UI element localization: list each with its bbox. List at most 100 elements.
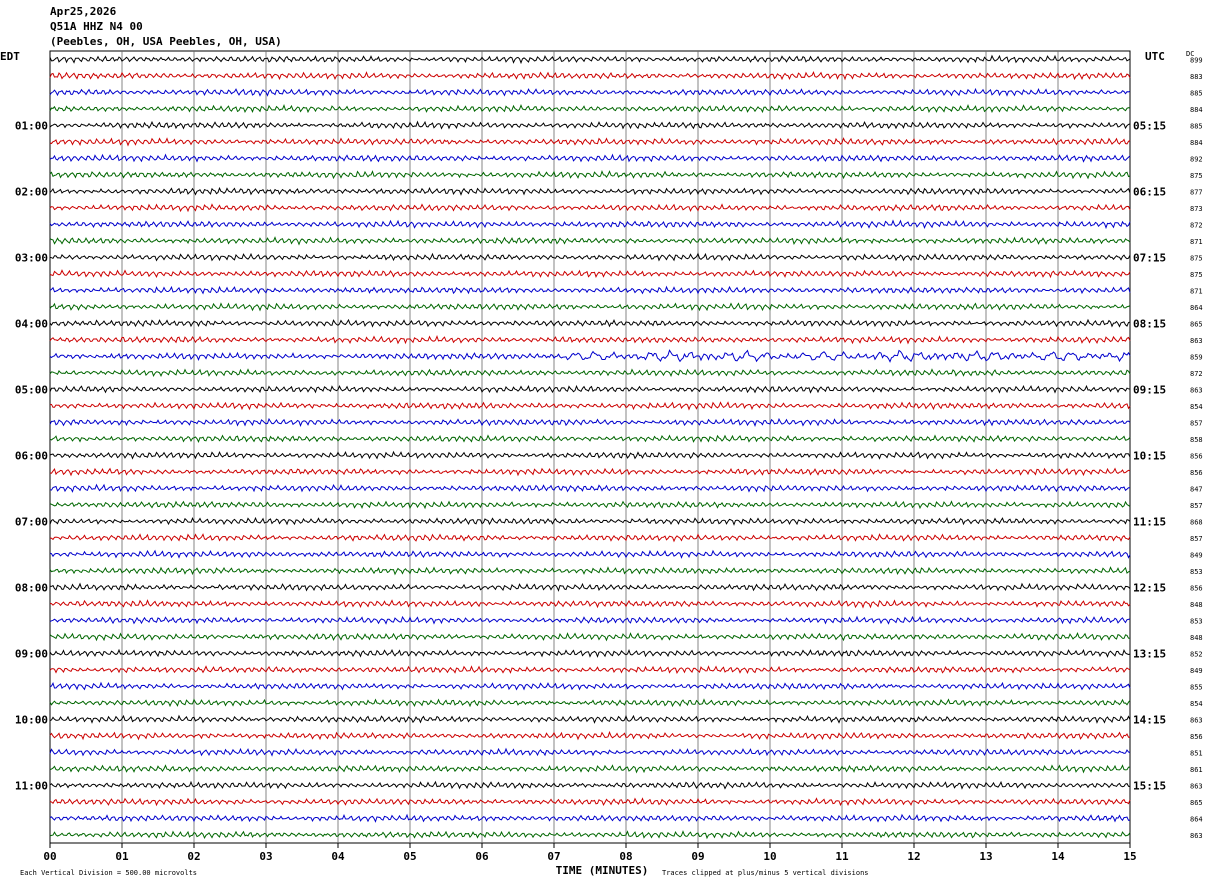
dc-value: 848	[1190, 634, 1203, 642]
dc-value: 871	[1190, 238, 1203, 246]
dc-value: 857	[1190, 535, 1203, 543]
dc-value: 854	[1190, 403, 1203, 411]
seismic-trace	[49, 70, 1131, 81]
dc-value: 848	[1190, 601, 1203, 609]
dc-value: 885	[1190, 122, 1203, 130]
seismic-trace	[49, 334, 1131, 345]
seismic-trace	[49, 252, 1131, 262]
left-hour-label: 11:00	[15, 779, 48, 792]
dc-header: DC	[1186, 50, 1194, 58]
left-hour-label: 03:00	[15, 251, 48, 264]
right-hour-label: 05:15	[1133, 119, 1166, 132]
seismic-trace	[49, 401, 1131, 411]
x-tick-label: 03	[259, 850, 272, 863]
right-hour-label: 07:15	[1133, 251, 1166, 264]
seismic-trace	[49, 384, 1131, 394]
x-tick-label: 05	[403, 850, 416, 863]
x-axis-title: TIME (MINUTES)	[556, 864, 649, 877]
right-hour-label: 10:15	[1133, 449, 1166, 462]
dc-value: 858	[1190, 436, 1203, 444]
seismic-trace	[49, 549, 1131, 559]
x-tick-label: 12	[907, 850, 920, 863]
left-timezone-label: EDT	[0, 50, 20, 63]
seismic-trace	[49, 137, 1131, 147]
dc-value: 864	[1190, 304, 1203, 312]
seismic-trace	[49, 632, 1131, 642]
seismic-trace	[49, 714, 1131, 724]
dc-value: 857	[1190, 502, 1203, 510]
dc-value: 885	[1190, 89, 1203, 97]
dc-value: 863	[1190, 782, 1203, 790]
left-hour-label: 06:00	[15, 449, 48, 462]
dc-value: 871	[1190, 287, 1203, 295]
dc-value: 856	[1190, 733, 1203, 741]
seismic-trace	[49, 730, 1130, 741]
dc-value: 847	[1190, 485, 1203, 493]
dc-value: 853	[1190, 568, 1203, 576]
left-hour-label: 04:00	[15, 317, 48, 330]
dc-value: 856	[1190, 469, 1203, 477]
right-hour-label: 13:15	[1133, 647, 1166, 660]
seismic-traces	[49, 54, 1131, 840]
x-tick-label: 01	[115, 850, 129, 863]
seismic-trace	[49, 269, 1131, 279]
dc-value: 875	[1190, 271, 1203, 279]
right-hour-label: 15:15	[1133, 779, 1166, 792]
right-hour-label: 12:15	[1133, 581, 1166, 594]
seismic-trace	[49, 533, 1131, 543]
x-tick-label: 00	[43, 850, 56, 863]
x-tick-label: 15	[1123, 850, 1136, 863]
seismic-trace	[49, 500, 1131, 510]
dc-value: 851	[1190, 749, 1203, 757]
x-tick-label: 08	[619, 850, 632, 863]
x-tick-label: 13	[979, 850, 992, 863]
right-timezone-label: UTC	[1145, 50, 1165, 63]
dc-value: 872	[1190, 221, 1203, 229]
seismic-trace	[49, 830, 1131, 840]
seismic-trace	[49, 203, 1131, 213]
dc-value: 856	[1190, 584, 1203, 592]
dc-value: 863	[1190, 832, 1203, 840]
seismic-trace	[49, 349, 1131, 363]
left-hour-label: 09:00	[15, 647, 48, 660]
seismic-trace	[49, 169, 1131, 180]
dc-value: 864	[1190, 815, 1203, 823]
right-hour-label: 08:15	[1133, 317, 1166, 330]
header-station: Q51A HHZ N4 00	[50, 20, 143, 33]
dc-value: 865	[1190, 320, 1203, 328]
axis-labels: 00 01 02 03 04 05 06 07 08 09 10 11 12 13 14 15 899 883 88…	[0, 50, 1203, 877]
seismic-trace	[49, 681, 1131, 691]
x-tick-label: 14	[1051, 850, 1065, 863]
dc-value: 849	[1190, 667, 1203, 675]
seismic-trace	[49, 648, 1131, 658]
seismic-trace	[49, 747, 1131, 757]
left-hour-label: 05:00	[15, 383, 48, 396]
dc-value: 859	[1190, 353, 1203, 361]
dc-value: 883	[1190, 73, 1203, 81]
seismic-trace	[49, 599, 1131, 609]
dc-value: 852	[1190, 650, 1203, 658]
dc-value: 865	[1190, 799, 1203, 807]
seismic-trace	[49, 582, 1131, 592]
seismic-trace	[49, 120, 1131, 130]
seismic-trace	[49, 285, 1131, 295]
dc-value: 899	[1190, 56, 1203, 64]
dc-value: 875	[1190, 254, 1203, 262]
dc-value: 884	[1190, 106, 1203, 114]
dc-value: 892	[1190, 155, 1203, 163]
plot-frame	[49, 50, 1131, 844]
dc-value: 854	[1190, 700, 1203, 708]
x-tick-label: 04	[331, 850, 345, 863]
dc-value: 863	[1190, 716, 1203, 724]
dc-value: 863	[1190, 337, 1203, 345]
x-tick-label: 07	[547, 850, 560, 863]
x-tick-label: 11	[835, 850, 849, 863]
right-hour-label: 09:15	[1133, 383, 1166, 396]
x-tick-label: 10	[763, 850, 776, 863]
dc-value: 877	[1190, 188, 1203, 196]
clip-note: Traces clipped at plus/minus 5 vertical …	[662, 869, 869, 877]
seismic-trace	[49, 780, 1131, 790]
seismic-trace	[49, 153, 1131, 163]
dc-value: 861	[1190, 766, 1203, 774]
